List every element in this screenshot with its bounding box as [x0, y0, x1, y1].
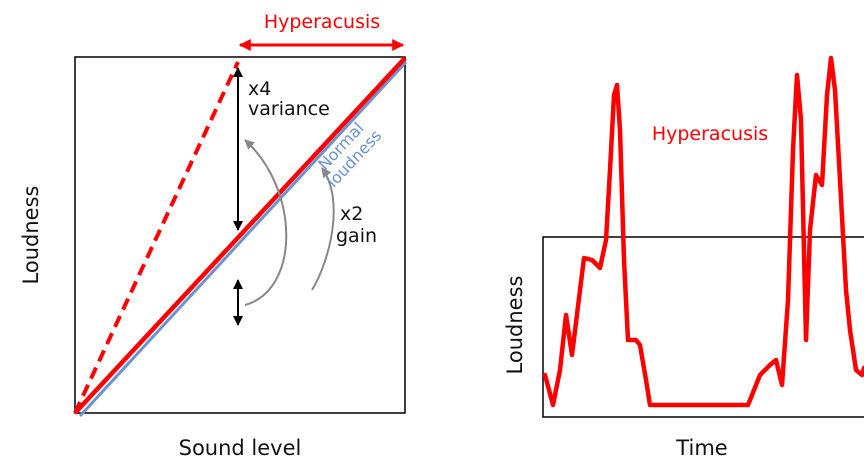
curved-arrow	[244, 139, 288, 306]
right-panel: Hyperacusis Loudness Time	[503, 55, 864, 460]
x-axis-label: Sound level	[179, 436, 302, 460]
y-axis-label: Loudness	[503, 276, 527, 375]
gain-label: x2	[340, 203, 363, 225]
y-axis-label: Loudness	[19, 186, 43, 285]
loudness-trace	[542, 55, 864, 408]
left-panel: Hyperacusis x4 variance Normal loudness …	[19, 11, 408, 460]
variance-label: x4	[248, 78, 271, 100]
gain-line	[73, 56, 407, 415]
x-axis-label: Time	[675, 436, 727, 460]
variance-line	[73, 61, 240, 414]
hyperacusis-label: Hyperacusis	[652, 123, 768, 145]
hyperacusis-label: Hyperacusis	[264, 11, 380, 33]
normal-line	[78, 60, 408, 418]
plot-frame	[74, 56, 406, 414]
plot-frame	[542, 236, 864, 418]
variance-label: variance	[248, 98, 330, 120]
curved-arrow	[311, 167, 335, 291]
gain-label: gain	[336, 225, 377, 247]
